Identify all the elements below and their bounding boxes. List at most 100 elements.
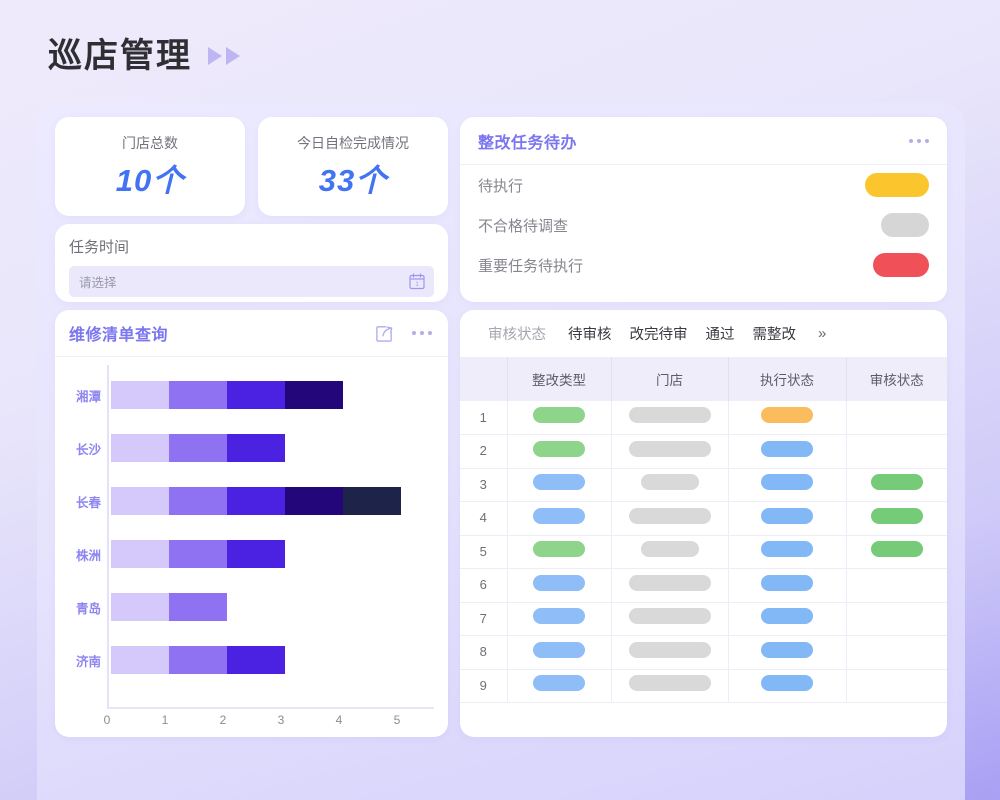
table-row[interactable]: 8 <box>460 635 947 670</box>
chart-bar-segment <box>285 381 343 409</box>
tab-pending-audit[interactable]: 待审核 <box>568 327 612 343</box>
svg-text:1: 1 <box>415 282 419 288</box>
table-row[interactable]: 7 <box>460 602 947 636</box>
todo-row-indicator <box>873 253 929 277</box>
cell-audit-status <box>846 401 947 435</box>
cell-exec-status <box>728 535 847 569</box>
tab-fixed-pending-audit[interactable]: 改完待审 <box>629 327 688 343</box>
chart-bar-segment <box>111 381 169 409</box>
cell-placeholder-pill <box>761 474 813 491</box>
chart-card-header: 维修清单查询 <box>55 310 448 357</box>
dashboard-panel: 门店总数 10个 今日自检完成情况 33个 任务时间 请选择 1 维修清单查询 <box>37 103 965 800</box>
chart-x-tick: 1 <box>161 713 169 727</box>
cell-exec-status <box>728 434 847 469</box>
page-header: 巡店管理 <box>48 28 240 77</box>
cell-audit-status <box>846 434 947 469</box>
cell-store <box>611 468 729 502</box>
cell-placeholder-pill <box>640 541 699 558</box>
cell-rectification-type <box>507 401 612 435</box>
cell-placeholder-pill <box>761 641 813 658</box>
chevron-double-right-icon[interactable]: » <box>818 325 827 342</box>
table-row[interactable]: 3 <box>460 468 947 502</box>
chart-stacked-bar <box>111 381 428 409</box>
cell-index: 7 <box>460 602 508 636</box>
chart-category-label: 青岛 <box>75 601 101 616</box>
cell-index: 6 <box>460 568 508 603</box>
chart-bar-segment <box>169 381 227 409</box>
chart-x-tick: 0 <box>103 713 111 727</box>
todo-card-title: 整改任务待办 <box>478 134 578 152</box>
chart-x-tick: 5 <box>393 713 401 727</box>
chart-stacked-bar <box>111 540 428 568</box>
cell-exec-status <box>728 602 847 636</box>
chart-bar-segment <box>111 593 169 621</box>
cell-store <box>611 602 729 636</box>
cell-exec-status <box>728 468 847 502</box>
cell-placeholder-pill <box>628 675 711 692</box>
todo-row-label: 重要任务待执行 <box>478 257 584 275</box>
table-row[interactable]: 2 <box>460 434 947 469</box>
table-row[interactable]: 6 <box>460 568 947 603</box>
cell-placeholder-pill <box>640 474 699 491</box>
tab-needs-rectification[interactable]: 需整改 <box>752 327 797 343</box>
cell-placeholder-pill <box>870 474 923 491</box>
cell-placeholder-pill <box>761 407 813 423</box>
chart-bar-segment <box>111 434 169 462</box>
todo-row-indicator <box>881 213 929 237</box>
cell-placeholder-pill <box>533 574 585 591</box>
todo-row-label: 不合格待调查 <box>478 217 569 235</box>
cell-placeholder-pill <box>533 608 585 625</box>
table-row[interactable]: 4 <box>460 501 947 536</box>
table-row[interactable]: 1 <box>460 401 947 435</box>
cell-audit-status <box>846 535 947 569</box>
todo-row[interactable]: 待执行 <box>460 165 947 205</box>
cell-placeholder-pill <box>628 507 711 524</box>
cell-store <box>611 401 729 435</box>
cell-store <box>611 535 729 569</box>
chart-bar-segment <box>169 487 227 515</box>
chart-body: 湘潭 长沙 长春 株洲 青岛 济南 0 1 2 3 4 5 <box>55 357 448 735</box>
todo-row-indicator <box>865 173 929 197</box>
chart-bar-segment <box>227 646 285 674</box>
cell-store <box>611 669 729 703</box>
table-header-row: 整改类型 门店 执行状态 审核状态 <box>460 357 947 401</box>
todo-row[interactable]: 不合格待调查 <box>460 205 947 245</box>
cell-rectification-type <box>507 535 612 569</box>
chart-bar-segment <box>169 646 227 674</box>
ellipsis-icon[interactable] <box>412 331 432 335</box>
chart-category-label: 湘潭 <box>75 389 101 404</box>
chart-bar-segment <box>111 540 169 568</box>
chart-stacked-bar <box>111 593 428 621</box>
chart-bar-row: 青岛 <box>69 587 428 627</box>
tabs-filter-label: 审核状态 <box>488 327 546 343</box>
todo-row[interactable]: 重要任务待执行 <box>460 245 947 285</box>
cell-store <box>611 568 729 603</box>
chart-stacked-bar <box>111 487 428 515</box>
column-header-index <box>460 357 508 401</box>
cell-placeholder-pill <box>533 440 585 457</box>
cell-placeholder-pill <box>628 440 711 457</box>
task-time-date-input[interactable]: 请选择 1 <box>69 266 434 297</box>
table-row[interactable]: 5 <box>460 535 947 569</box>
cell-placeholder-pill <box>761 608 813 625</box>
tab-passed[interactable]: 通过 <box>705 327 735 343</box>
cell-exec-status <box>728 635 847 670</box>
cell-rectification-type <box>507 501 612 536</box>
column-header-audit-status: 审核状态 <box>846 357 947 401</box>
cell-placeholder-pill <box>761 440 813 457</box>
chart-bar-segment <box>227 540 285 568</box>
cell-rectification-type <box>507 635 612 670</box>
rectification-table-card: 审核状态 待审核 改完待审 通过 需整改 » 整改类型 门店 执行状态 审核状态… <box>460 310 947 737</box>
calendar-icon[interactable]: 1 <box>409 273 425 290</box>
kpi-label: 门店总数 <box>122 135 178 151</box>
ellipsis-icon[interactable] <box>909 138 929 143</box>
page-title: 巡店管理 <box>48 37 192 75</box>
column-header-store: 门店 <box>611 357 729 401</box>
table-row[interactable]: 9 <box>460 669 947 703</box>
chart-category-label: 长春 <box>75 495 101 510</box>
export-share-icon[interactable] <box>375 324 394 343</box>
chart-bar-segment <box>111 646 169 674</box>
cell-rectification-type <box>507 568 612 603</box>
cell-index: 3 <box>460 468 508 502</box>
